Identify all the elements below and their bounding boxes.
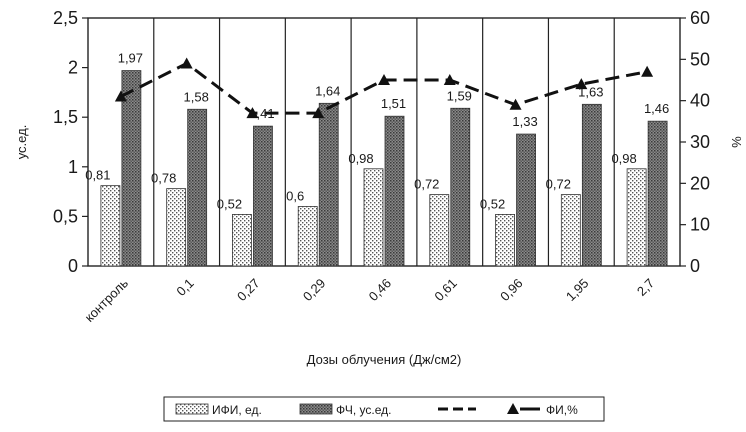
bar-ifi <box>363 168 384 267</box>
data-label-ifi: 0,81 <box>85 168 110 183</box>
bar-fch <box>516 133 536 267</box>
y2-tick-label: 20 <box>690 173 710 193</box>
category-label: 0,46 <box>366 276 395 305</box>
legend-marker-fi <box>507 403 519 414</box>
legend-label-ifi: ИФИ, ед. <box>212 403 262 417</box>
y2-tick-label: 0 <box>690 256 700 276</box>
y2-tick-label: 10 <box>690 215 710 235</box>
legend-swatch-fch <box>299 403 333 415</box>
legend-label-fch: ФЧ, ус.ед. <box>336 403 391 417</box>
category-label: 1,95 <box>563 276 592 305</box>
bar-ifi <box>626 168 647 267</box>
category-label: 0,96 <box>497 276 526 305</box>
y-tick-label: 0 <box>68 256 78 276</box>
data-label-ifi: 0,72 <box>546 177 571 192</box>
x-axis-label: Дозы облучения (Дж/см2) <box>307 352 462 367</box>
bar-fch <box>581 103 602 267</box>
marker-fi <box>246 107 259 119</box>
data-label-ifi: 0,78 <box>151 171 176 186</box>
marker-fi <box>575 78 588 90</box>
y-axis-label: ус.ед. <box>14 125 29 160</box>
y2-tick-label: 50 <box>690 49 710 69</box>
bar-fch <box>647 120 668 267</box>
bar-ifi <box>100 185 121 267</box>
marker-fi <box>180 57 193 69</box>
data-label-ifi: 0,98 <box>611 151 636 166</box>
bar-ifi <box>429 194 450 267</box>
plot-area: 0 0,5 1 1,5 2 2,5 0 10 20 30 40 50 60 ус.ед. % Дозы обл… <box>14 8 744 367</box>
data-label-fch: 1,64 <box>315 83 340 98</box>
y-tick-label: 2 <box>68 58 78 78</box>
legend: ИФИ, ед. ФЧ, ус.ед. ФИ,% <box>163 396 605 422</box>
marker-fi <box>312 107 325 119</box>
category-label: контроль <box>82 275 131 324</box>
y2-tick-label: 30 <box>690 132 710 152</box>
bar-fch <box>384 115 405 267</box>
bar-fch <box>121 70 142 267</box>
bar-fch <box>318 102 339 267</box>
bar-ifi <box>232 214 252 267</box>
data-label-ifi: 0,6 <box>286 188 304 203</box>
marker-fi <box>443 74 456 85</box>
category-label: 0,27 <box>234 276 263 305</box>
y-tick-label: 0,5 <box>53 206 78 226</box>
data-label-ifi: 0,72 <box>414 177 439 192</box>
bar-fch <box>253 125 273 267</box>
data-label-fch: 1,59 <box>447 88 472 103</box>
legend-swatch-ifi <box>175 403 209 415</box>
category-label: 2,7 <box>634 276 657 299</box>
y2-axis-label: % <box>729 136 744 148</box>
bar-ifi <box>560 194 581 267</box>
y-tick-label: 1,5 <box>53 107 78 127</box>
data-label-fch: 1,97 <box>118 51 143 66</box>
y-tick-label: 2,5 <box>53 8 78 28</box>
bar-ifi <box>495 214 515 267</box>
legend-label-fi: ФИ,% <box>546 403 578 417</box>
category-label: 0,61 <box>431 276 460 305</box>
y2-tick-label: 40 <box>690 91 710 111</box>
bar-ifi <box>166 188 187 267</box>
data-label-fch: 1,33 <box>512 114 537 129</box>
marker-fi <box>641 65 654 77</box>
data-label-ifi: 0,52 <box>217 196 242 211</box>
marker-fi <box>378 74 390 85</box>
data-label-fch: 1,46 <box>644 101 669 116</box>
category-label: 0,29 <box>300 276 329 305</box>
bar-fch <box>187 108 208 267</box>
data-label-ifi: 0,52 <box>480 196 505 211</box>
y-tick-label: 1 <box>68 157 78 177</box>
bar-ifi <box>297 206 318 267</box>
bar-fch <box>450 107 471 267</box>
data-label-fch: 1,51 <box>381 96 406 111</box>
data-label-ifi: 0,98 <box>348 151 373 166</box>
marker-fi <box>114 90 127 102</box>
y2-tick-label: 60 <box>690 8 710 28</box>
data-label-fch: 1,58 <box>184 89 209 104</box>
category-label: 0,1 <box>173 276 196 299</box>
marker-fi <box>509 98 522 110</box>
